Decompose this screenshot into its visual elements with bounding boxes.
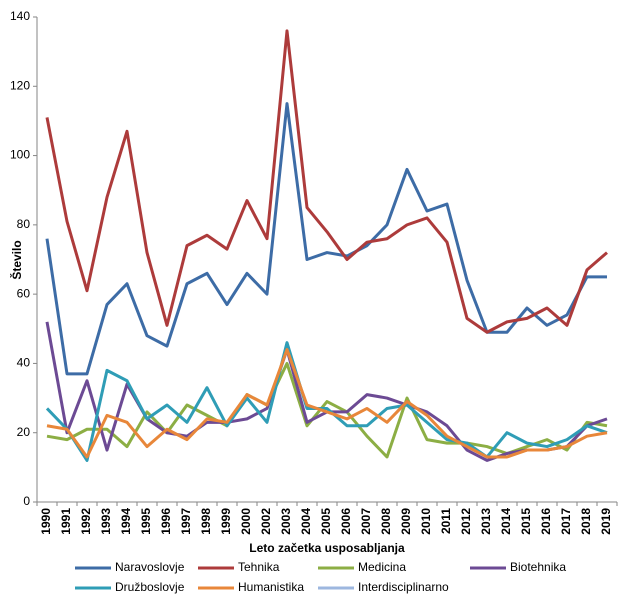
x-tick-label: 2017 [559,508,573,535]
y-tick-label: 60 [17,286,31,300]
x-tick-label: 2016 [539,508,553,535]
y-tick-label: 100 [10,148,30,162]
y-tick-label: 140 [10,9,30,23]
legend-label: Družboslovje [115,580,185,594]
x-tick-label: 2010 [419,508,433,535]
y-axis-label: Število [9,240,24,279]
series-line [46,348,608,459]
x-tick-label: 2003 [279,508,293,535]
x-tick-label: 2018 [579,508,593,535]
x-tick-label: 2012 [459,508,473,535]
y-tick-label: 20 [17,425,31,439]
x-tick-label: 2009 [399,508,413,535]
x-tick-label: 1990 [39,508,53,535]
legend-label: Biotehnika [510,560,566,574]
series-line [45,29,608,334]
x-tick-label: 1993 [99,508,113,535]
legend-label: Tehnika [238,560,280,574]
x-tick-label: 1997 [179,508,193,535]
x-tick-label: 2011 [439,508,453,534]
x-tick-label: 2007 [359,508,373,535]
y-tick-label: 80 [17,217,31,231]
x-tick-label: 1991 [59,508,73,535]
x-tick-label: 1998 [199,508,213,535]
x-tick-label: 1996 [159,508,173,535]
x-tick-label: 2005 [319,508,333,535]
x-tick-label: 2006 [339,508,353,535]
x-tick-label: 1994 [119,508,133,535]
x-tick-label: 2015 [519,508,533,535]
x-tick-label: 1999 [219,508,233,535]
series-line [45,341,608,462]
legend-label: Interdisciplinarno [358,580,449,594]
legend-label: Humanistika [238,580,304,594]
y-tick-label: 0 [23,494,30,508]
x-axis-label: Leto začetka usposabljanja [249,541,405,555]
x-tick-label: 2002 [259,508,273,535]
x-tick-label: 2004 [299,508,313,535]
x-tick-label: 1992 [79,508,93,535]
x-tick-label: 2014 [499,508,513,535]
legend-label: Medicina [358,560,406,574]
x-tick-label: 2008 [379,508,393,535]
legend-label: Naravoslovje [115,560,185,574]
x-tick-label: 2019 [599,508,613,535]
y-tick-label: 120 [10,78,30,92]
x-tick-label: 2000 [239,508,253,535]
y-tick-label: 40 [17,356,31,370]
x-tick-label: 2013 [479,508,493,535]
series-line [45,102,607,376]
x-tick-label: 1995 [139,508,153,535]
